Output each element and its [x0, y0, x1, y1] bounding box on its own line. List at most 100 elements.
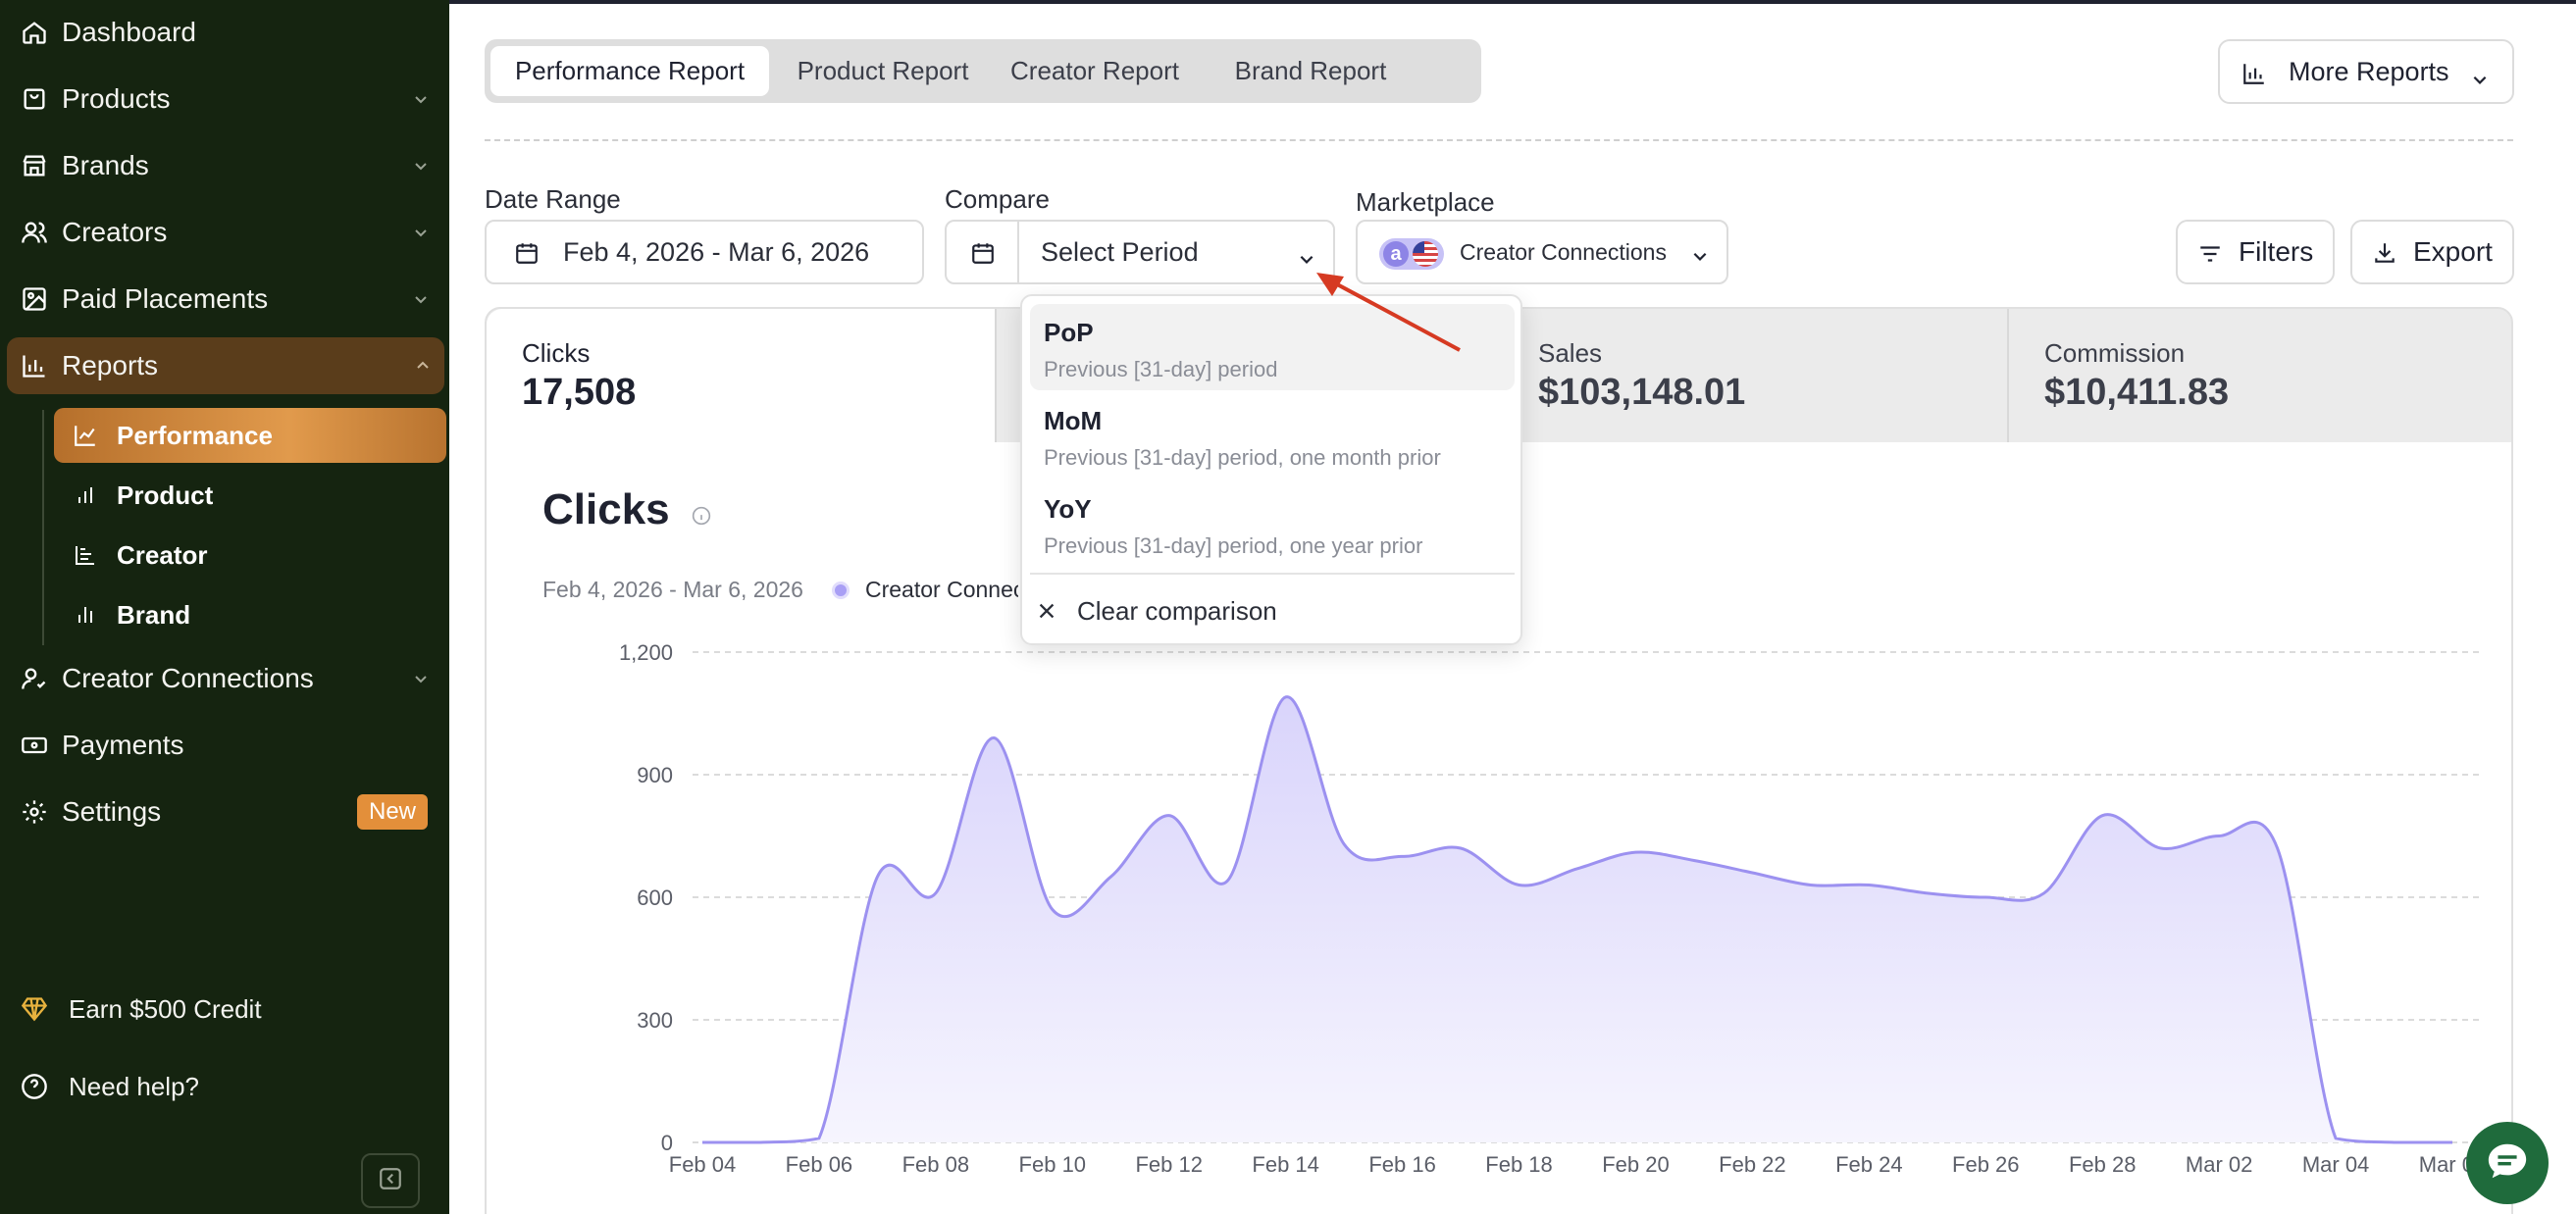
sidebar-subitem-brand[interactable]: Brand: [54, 587, 446, 642]
sidebar-item-label: Settings: [62, 796, 162, 827]
data-point[interactable]: [1803, 878, 1819, 893]
data-point[interactable]: [2211, 829, 2227, 844]
data-point[interactable]: [1686, 853, 1702, 869]
wallet-icon: [20, 731, 49, 760]
data-point[interactable]: [1861, 878, 1877, 893]
data-point[interactable]: [869, 869, 885, 885]
data-point[interactable]: [2153, 840, 2169, 856]
users-icon: [20, 218, 49, 247]
report-tabs: Performance Report Product Report Creato…: [485, 39, 1481, 103]
compare-option-yoy[interactable]: YoY Previous [31-day] period, one year p…: [1030, 481, 1515, 567]
data-point[interactable]: [752, 1135, 768, 1150]
data-point[interactable]: [1920, 885, 1935, 901]
sidebar-item-products[interactable]: Products: [0, 70, 449, 128]
sidebar-subitem-product[interactable]: Product: [54, 468, 446, 523]
more-reports-button[interactable]: More Reports: [2218, 39, 2514, 104]
chart-legend[interactable]: Creator Connections: [832, 577, 1018, 603]
chat-icon: [2485, 1138, 2530, 1189]
sidebar-item-reports[interactable]: Reports: [7, 337, 444, 394]
data-point[interactable]: [2445, 1135, 2460, 1150]
export-button[interactable]: Export: [2350, 220, 2514, 284]
chevron-down-icon: [412, 290, 430, 308]
metric-clicks[interactable]: Clicks 17,508: [487, 309, 995, 446]
marketplace-value: Creator Connections: [1460, 238, 1667, 265]
bar-chart-icon: [72, 601, 99, 629]
sidebar-item-label: Reports: [62, 350, 159, 380]
divider: [485, 139, 2513, 141]
data-point[interactable]: [2387, 1135, 2402, 1150]
data-point[interactable]: [2094, 808, 2110, 824]
y-tick-label: 1,200: [619, 640, 673, 665]
compare-option-mom[interactable]: MoM Previous [31-day] period, one month …: [1030, 392, 1515, 479]
data-point[interactable]: [1336, 836, 1352, 852]
data-point[interactable]: [1219, 873, 1235, 888]
clicks-area-chart: 0 300 600 900 1,200 Feb 04 Feb 06 Feb 08 Feb 10…: [619, 640, 2486, 1177]
metric-value: $10,411.83: [2044, 372, 2230, 413]
metric-tab-hidden[interactable]: [995, 309, 1501, 446]
option-description: Previous [31-day] period, one month prio…: [1044, 445, 1441, 470]
earn-credit-link[interactable]: Earn $500 Credit: [0, 980, 449, 1038]
sidebar-subitem-label: Product: [117, 480, 214, 510]
data-point[interactable]: [1512, 878, 1527, 893]
data-point[interactable]: [928, 885, 944, 901]
tab-performance-report[interactable]: Performance Report: [490, 46, 769, 96]
option-description: Previous [31-day] period: [1044, 357, 1278, 381]
sidebar-subitem-performance[interactable]: Performance: [54, 408, 446, 463]
metric-commission[interactable]: Commission $10,411.83: [2007, 309, 2513, 446]
metric-sales[interactable]: Sales $103,148.01: [1501, 309, 2007, 446]
sidebar-item-dashboard[interactable]: Dashboard: [0, 3, 449, 62]
data-point[interactable]: [2036, 885, 2052, 901]
need-help-link[interactable]: Need help?: [0, 1057, 449, 1116]
help-circle-icon: [20, 1072, 49, 1101]
data-point[interactable]: [1045, 902, 1060, 918]
x-tick-label: Mar 04: [2302, 1152, 2369, 1177]
data-point[interactable]: [695, 1135, 710, 1150]
collapse-sidebar-button[interactable]: [361, 1153, 420, 1208]
calendar-icon: [970, 240, 996, 273]
filters-button[interactable]: Filters: [2176, 220, 2335, 284]
sidebar-subitem-creator[interactable]: Creator: [54, 528, 446, 582]
data-point[interactable]: [1453, 840, 1468, 856]
sidebar-item-label: Products: [62, 83, 171, 114]
sidebar-item-brands[interactable]: Brands: [0, 136, 449, 195]
data-point[interactable]: [1744, 865, 1760, 881]
data-point[interactable]: [811, 1131, 827, 1146]
data-point[interactable]: [1570, 861, 1585, 877]
marketplace-label: Marketplace: [1356, 187, 1495, 217]
data-point[interactable]: [2328, 1131, 2344, 1146]
data-point[interactable]: [1103, 869, 1118, 885]
chat-support-button[interactable]: [2466, 1122, 2549, 1204]
data-point[interactable]: [1627, 844, 1643, 860]
tab-creator-report[interactable]: Creator Report: [1010, 56, 1179, 85]
data-point[interactable]: [1395, 848, 1411, 864]
sidebar-item-settings[interactable]: Settings New: [0, 783, 449, 841]
info-icon[interactable]: [692, 487, 711, 536]
x-tick-label: Mar 02: [2186, 1152, 2252, 1177]
tab-product-report[interactable]: Product Report: [797, 56, 969, 85]
compare-calendar-button[interactable]: [945, 220, 1019, 284]
bar-chart-icon: [72, 481, 99, 509]
user-check-icon: [20, 664, 49, 693]
sidebar-item-payments[interactable]: Payments: [0, 716, 449, 775]
metric-value: $103,148.01: [1538, 372, 1746, 413]
sidebar-item-creators[interactable]: Creators: [0, 203, 449, 262]
data-point[interactable]: [1978, 889, 1993, 905]
data-point[interactable]: [1161, 808, 1177, 824]
sidebar-item-creator-connections[interactable]: Creator Connections: [0, 649, 449, 708]
clear-comparison-button[interactable]: Clear comparison: [1036, 586, 1277, 635]
compare-option-pop[interactable]: PoP Previous [31-day] period: [1030, 304, 1515, 390]
sidebar-item-label: Paid Placements: [62, 283, 269, 314]
marketplace-select[interactable]: a Creator Connections: [1356, 220, 1728, 284]
compare-period-select[interactable]: Select Period: [1017, 220, 1335, 284]
compare-label: Compare: [945, 184, 1050, 214]
submenu-line: [42, 410, 44, 645]
data-point[interactable]: [1278, 689, 1294, 705]
home-icon: [20, 18, 49, 47]
sidebar-item-paid-placements[interactable]: Paid Placements: [0, 270, 449, 329]
gear-icon: [20, 797, 49, 827]
tab-brand-report[interactable]: Brand Report: [1234, 56, 1387, 85]
data-point[interactable]: [2270, 840, 2286, 856]
chevron-up-icon: [414, 357, 432, 375]
date-range-picker[interactable]: Feb 4, 2026 - Mar 6, 2026: [485, 220, 924, 284]
data-point[interactable]: [986, 731, 1002, 746]
